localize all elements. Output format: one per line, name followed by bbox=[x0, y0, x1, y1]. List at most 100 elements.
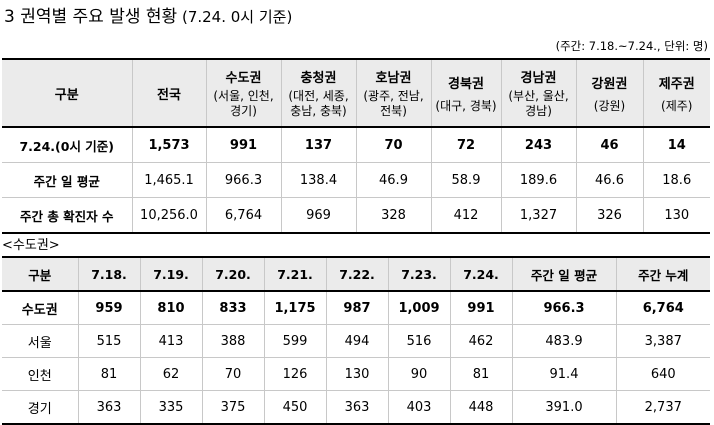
table-cell: 130 bbox=[325, 357, 388, 391]
table-cell: 130 bbox=[642, 197, 710, 233]
table-cell: 137 bbox=[280, 127, 356, 163]
header-cell: 7.23. bbox=[387, 257, 450, 292]
table-cell: 599 bbox=[263, 324, 326, 358]
table-cell: 46 bbox=[575, 127, 643, 163]
header-national: 전국 bbox=[131, 59, 206, 128]
table-cell: 375 bbox=[201, 390, 264, 424]
capital-header-row: 구분 7.18. 7.19. 7.20. 7.21. 7.22. 7.23. 7… bbox=[2, 257, 710, 292]
table-cell: 126 bbox=[263, 357, 326, 391]
table-row: 7.24.(0시 기준) 1,573 991 137 70 72 243 46 … bbox=[2, 127, 710, 163]
header-category: 구분 bbox=[2, 59, 132, 128]
table-cell: 189.6 bbox=[500, 162, 576, 198]
regional-table: 구분 전국 수도권 (서울, 인천, 경기) 충청권 (대전, 세종, 충남, 충북) … bbox=[2, 58, 710, 234]
table-cell: 412 bbox=[430, 197, 501, 233]
table-cell: 58.9 bbox=[430, 162, 501, 198]
table-cell: 413 bbox=[139, 324, 202, 358]
table-cell: 91.4 bbox=[511, 357, 616, 391]
table-cell: 991 bbox=[205, 127, 281, 163]
table-cell: 70 bbox=[355, 127, 431, 163]
header-region: 경남권 (부산, 울산, 경남) bbox=[500, 59, 576, 128]
header-cell: 주간 일 평균 bbox=[511, 257, 616, 292]
header-cell: 7.24. bbox=[449, 257, 512, 292]
header-region: 수도권 (서울, 인천, 경기) bbox=[205, 59, 281, 128]
table-cell: 959 bbox=[77, 291, 140, 325]
table-cell: 1,327 bbox=[500, 197, 576, 233]
header-region: 제주권 (제주) bbox=[642, 59, 710, 128]
table-cell: 483.9 bbox=[511, 324, 616, 358]
table-cell: 363 bbox=[77, 390, 140, 424]
table-cell: 326 bbox=[575, 197, 643, 233]
table-cell: 810 bbox=[139, 291, 202, 325]
table-cell: 10,256.0 bbox=[131, 197, 206, 233]
table-cell: 2,737 bbox=[615, 390, 710, 424]
table-cell: 46.6 bbox=[575, 162, 643, 198]
section-label: <수도권> bbox=[2, 238, 60, 253]
title-main: 3 권역별 주요 발생 현황 bbox=[4, 7, 178, 27]
table-cell: 494 bbox=[325, 324, 388, 358]
table-cell: 1,465.1 bbox=[131, 162, 206, 198]
header-cell: 구분 bbox=[2, 257, 78, 292]
title-sub: (7.24. 0시 기준) bbox=[177, 8, 293, 26]
table-cell: 72 bbox=[430, 127, 501, 163]
table-cell: 1,009 bbox=[387, 291, 450, 325]
page-title: 3 권역별 주요 발생 현황 (7.24. 0시 기준) bbox=[4, 2, 292, 27]
table-cell: 969 bbox=[280, 197, 356, 233]
table-cell: 1,175 bbox=[263, 291, 326, 325]
header-region: 경북권 (대구, 경북) bbox=[430, 59, 501, 128]
row-label: 7.24.(0시 기준) bbox=[19, 138, 115, 154]
row-label: 인천 bbox=[2, 357, 78, 391]
table-cell: 81 bbox=[77, 357, 140, 391]
table-cell: 448 bbox=[449, 390, 512, 424]
header-cell: 7.22. bbox=[325, 257, 388, 292]
header-region: 호남권 (광주, 전남, 전북) bbox=[355, 59, 431, 128]
table-row: 경기 363 335 375 450 363 403 448 391.0 2,7… bbox=[2, 390, 710, 424]
table-cell: 90 bbox=[387, 357, 450, 391]
table-cell: 46.9 bbox=[355, 162, 431, 198]
table-cell: 138.4 bbox=[280, 162, 356, 198]
table-cell: 335 bbox=[139, 390, 202, 424]
table-cell: 450 bbox=[263, 390, 326, 424]
table-cell: 403 bbox=[387, 390, 450, 424]
unit-note: (주간: 7.18.~7.24., 단위: 명) bbox=[555, 39, 708, 53]
capital-area-table: 구분 7.18. 7.19. 7.20. 7.21. 7.22. 7.23. 7… bbox=[2, 256, 710, 425]
table-row: 주간 일 평균 1,465.1 966.3 138.4 46.9 58.9 18… bbox=[2, 162, 710, 198]
header-cell: 7.18. bbox=[77, 257, 140, 292]
row-label: 서울 bbox=[2, 324, 78, 358]
table-cell: 14 bbox=[642, 127, 710, 163]
header-cell: 주간 누계 bbox=[615, 257, 710, 292]
table-cell: 516 bbox=[387, 324, 450, 358]
regional-header-row: 구분 전국 수도권 (서울, 인천, 경기) 충청권 (대전, 세종, 충남, 충북) … bbox=[2, 59, 710, 128]
table-cell: 328 bbox=[355, 197, 431, 233]
table-cell: 515 bbox=[77, 324, 140, 358]
table-cell: 987 bbox=[325, 291, 388, 325]
table-cell: 18.6 bbox=[642, 162, 710, 198]
table-row: 주간 총 확진자 수 10,256.0 6,764 969 328 412 1,… bbox=[2, 197, 710, 233]
table-cell: 991 bbox=[449, 291, 512, 325]
row-label: 수도권 bbox=[21, 302, 58, 318]
table-cell: 833 bbox=[201, 291, 264, 325]
table-cell: 1,573 bbox=[131, 127, 206, 163]
header-region: 강원권 (강원) bbox=[575, 59, 643, 128]
table-row: 수도권 959 810 833 1,175 987 1,009 991 966.… bbox=[2, 291, 710, 325]
table-cell: 243 bbox=[500, 127, 576, 163]
table-cell: 462 bbox=[449, 324, 512, 358]
header-cell: 7.21. bbox=[263, 257, 326, 292]
header-cell: 7.19. bbox=[139, 257, 202, 292]
table-cell: 3,387 bbox=[615, 324, 710, 358]
table-cell: 388 bbox=[201, 324, 264, 358]
table-cell: 70 bbox=[201, 357, 264, 391]
header-cell: 7.20. bbox=[201, 257, 264, 292]
table-row: 인천 81 62 70 126 130 90 81 91.4 640 bbox=[2, 357, 710, 391]
row-label: 주간 일 평균 bbox=[2, 162, 132, 198]
table-row: 서울 515 413 388 599 494 516 462 483.9 3,3… bbox=[2, 324, 710, 358]
table-cell: 6,764 bbox=[615, 291, 710, 325]
table-cell: 62 bbox=[139, 357, 202, 391]
table-cell: 640 bbox=[615, 357, 710, 391]
header-region: 충청권 (대전, 세종, 충남, 충북) bbox=[280, 59, 356, 128]
row-label: 주간 총 확진자 수 bbox=[2, 197, 132, 233]
table-cell: 966.3 bbox=[205, 162, 281, 198]
table-cell: 966.3 bbox=[511, 291, 616, 325]
row-label: 경기 bbox=[2, 390, 78, 424]
table-cell: 81 bbox=[449, 357, 512, 391]
table-cell: 6,764 bbox=[205, 197, 281, 233]
